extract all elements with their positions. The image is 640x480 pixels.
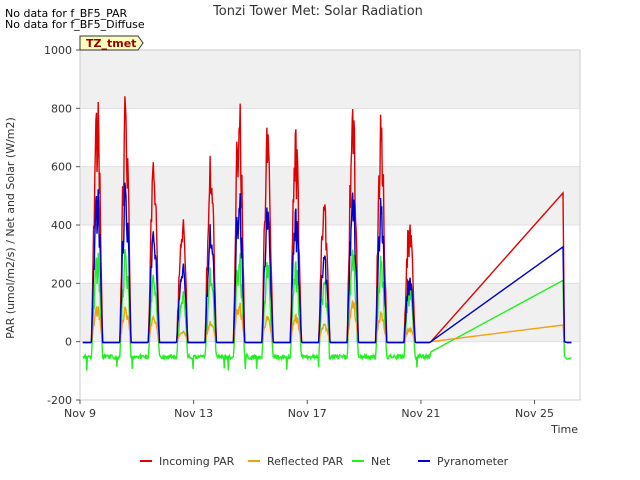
no-data-note-2: No data for f_BF5_Diffuse	[5, 18, 145, 31]
y-tick-label: 400	[51, 219, 72, 232]
x-tick-label: Nov 9	[64, 407, 96, 420]
legend-label: Incoming PAR	[159, 455, 235, 468]
y-tick-label: 800	[51, 102, 72, 115]
x-tick-label: Nov 25	[515, 407, 554, 420]
x-tick-label: Nov 21	[401, 407, 440, 420]
x-tick-label: Nov 17	[288, 407, 327, 420]
legend-label: Pyranometer	[437, 455, 509, 468]
y-tick-label: 600	[51, 161, 72, 174]
series-line-net	[82, 248, 572, 371]
series-line-pyranometer	[82, 182, 572, 344]
tz-badge-shape	[79, 35, 144, 51]
band-1	[80, 166, 580, 225]
legend-label: Net	[371, 455, 391, 468]
x-tick-label: Nov 13	[174, 407, 213, 420]
y-tick-label: -200	[47, 394, 72, 407]
tz-badge-text: TZ_tmet	[86, 37, 136, 50]
x-axis-label: Time	[550, 423, 578, 436]
y-tick-label: 0	[65, 336, 72, 349]
tz-badge: TZ_tmet	[79, 35, 144, 51]
y-tick-label: 1000	[44, 44, 72, 57]
chart-title: Tonzi Tower Met: Solar Radiation	[212, 4, 423, 19]
no-data-note-1: No data for f_BF5_PAR	[5, 7, 128, 20]
legend: Incoming PAR Reflected PAR Net Pyranometer	[140, 455, 509, 468]
legend-label: Reflected PAR	[267, 455, 344, 468]
band-2	[80, 50, 580, 109]
y-axis-label: PAR (umol/m2/s) / Net and Solar (W/m2)	[4, 117, 17, 339]
y-tick-label: 200	[51, 277, 72, 290]
